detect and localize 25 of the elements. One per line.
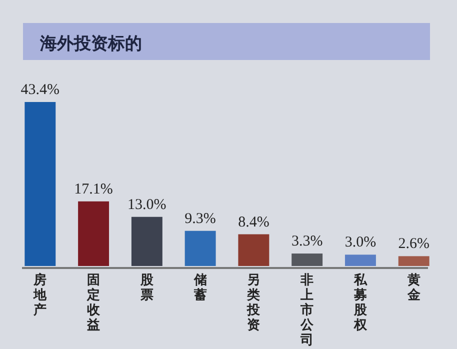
x-tick-label: 私募股权 xyxy=(352,273,368,333)
bar xyxy=(292,254,323,266)
bar xyxy=(78,201,110,266)
data-label: 9.3% xyxy=(184,210,216,227)
x-tick-label: 固定收益 xyxy=(86,273,102,333)
bar xyxy=(184,230,216,266)
x-tick-label: 股票 xyxy=(139,273,154,303)
data-label: 8.4% xyxy=(238,214,270,230)
bar xyxy=(24,102,56,266)
x-tick-label: 非上市公司 xyxy=(300,273,315,348)
bar xyxy=(344,254,376,266)
x-tick-label: 储蓄 xyxy=(192,273,207,303)
bar xyxy=(398,256,430,266)
data-label: 3.0% xyxy=(344,234,376,251)
data-label: 2.6% xyxy=(398,236,430,252)
x-tick-label: 另类投资 xyxy=(246,273,262,333)
x-tick-label: 黄金 xyxy=(406,273,422,303)
chart-title: 海外投资标的 xyxy=(39,34,142,54)
data-label: 3.3% xyxy=(291,234,323,250)
bar xyxy=(238,234,270,266)
data-label: 13.0% xyxy=(128,196,166,213)
x-tick-label: 房地产 xyxy=(32,272,48,318)
bar xyxy=(131,216,162,266)
data-label: 43.4% xyxy=(20,82,60,98)
data-label: 17.1% xyxy=(74,181,113,198)
